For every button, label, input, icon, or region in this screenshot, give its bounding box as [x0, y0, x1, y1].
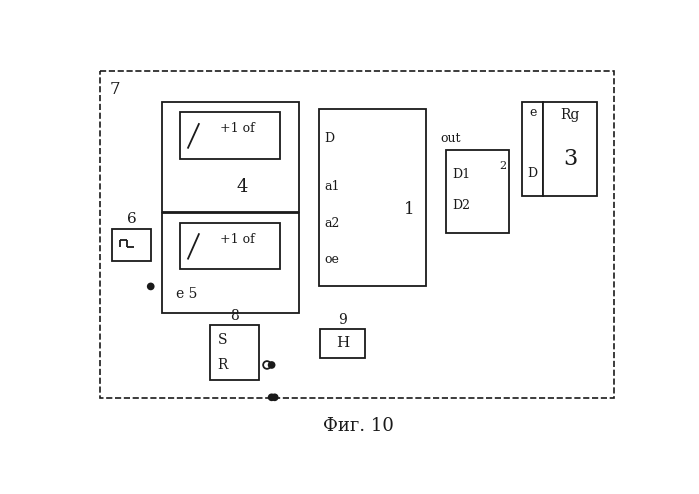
Bar [210, 325, 259, 380]
Text: out: out [440, 132, 461, 145]
Text: 9: 9 [338, 313, 347, 327]
Text: 8: 8 [230, 309, 238, 323]
Text: e: e [529, 106, 536, 119]
Text: S: S [217, 333, 227, 347]
Text: Фиг. 10: Фиг. 10 [323, 417, 394, 435]
Circle shape [268, 393, 275, 401]
Bar [522, 102, 543, 196]
Text: a2: a2 [325, 217, 340, 230]
Bar [320, 329, 365, 358]
Text: D: D [528, 167, 538, 180]
Text: 2: 2 [499, 161, 506, 170]
Text: D1: D1 [452, 168, 470, 181]
Circle shape [268, 361, 275, 369]
Text: H: H [336, 336, 349, 350]
Text: 3: 3 [563, 148, 577, 170]
Bar [162, 213, 299, 313]
Text: Rg: Rg [561, 109, 580, 123]
Bar [162, 102, 299, 212]
Text: e 5: e 5 [176, 287, 198, 301]
Text: 4: 4 [237, 178, 248, 196]
Text: D2: D2 [452, 199, 470, 212]
Bar [446, 150, 509, 233]
Bar [319, 109, 426, 287]
Text: +1 of: +1 of [220, 233, 255, 246]
Text: 1: 1 [404, 201, 415, 218]
Text: oe: oe [325, 253, 340, 266]
Circle shape [263, 361, 271, 369]
Text: R: R [217, 358, 228, 372]
Bar [180, 222, 280, 269]
Text: +1 of: +1 of [220, 122, 255, 135]
Bar [543, 102, 598, 196]
Bar [113, 229, 151, 261]
Text: 6: 6 [127, 212, 136, 226]
Text: D: D [325, 132, 335, 145]
Text: a1: a1 [325, 180, 340, 193]
Bar [100, 71, 614, 398]
Circle shape [271, 393, 278, 401]
Text: 7: 7 [109, 81, 120, 98]
Bar [180, 112, 280, 160]
Circle shape [147, 283, 154, 290]
